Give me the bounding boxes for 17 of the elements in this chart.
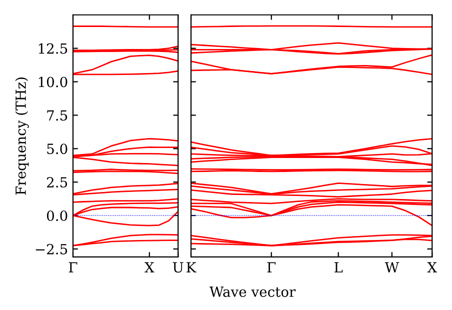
x-tick-label: Γ bbox=[68, 262, 78, 272]
x-tick-label: X bbox=[427, 262, 437, 272]
y-tick-label: 2.5 bbox=[46, 177, 68, 188]
x-tick-label: L bbox=[334, 262, 343, 272]
x-tick-label: U bbox=[172, 262, 184, 273]
y-tick-label: 12.5 bbox=[38, 43, 68, 54]
y-tick-label: 5.0 bbox=[47, 144, 68, 154]
x-tick-label: K bbox=[186, 262, 196, 272]
y-axis-title: Frequency (THz) bbox=[15, 78, 29, 195]
x-tick-label: Γ bbox=[267, 262, 276, 272]
y-tick-label: −2.5 bbox=[36, 244, 68, 254]
x-axis-title: Wave vector bbox=[209, 286, 296, 297]
y-tick-label: 7.5 bbox=[47, 110, 68, 121]
x-tick-label: X bbox=[144, 262, 154, 272]
x-tick-label: W bbox=[384, 262, 400, 272]
y-tick-label: 0.0 bbox=[46, 210, 68, 221]
y-tick-label: 10.0 bbox=[38, 76, 68, 88]
